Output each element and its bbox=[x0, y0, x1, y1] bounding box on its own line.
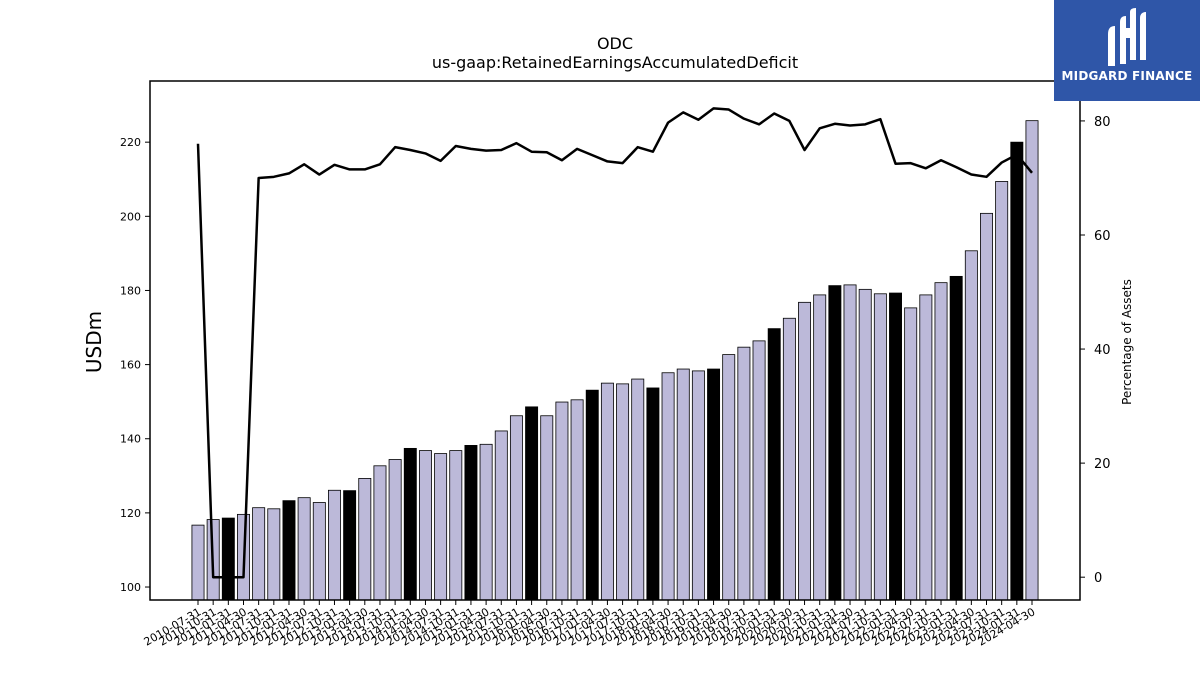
bar bbox=[843, 284, 857, 601]
bar bbox=[737, 346, 751, 601]
bar bbox=[873, 293, 887, 601]
bar bbox=[343, 490, 357, 601]
bar bbox=[525, 406, 539, 601]
bar bbox=[221, 517, 235, 601]
midgard-m-logo-icon bbox=[1108, 8, 1146, 66]
y-tick-label: 160 bbox=[120, 359, 141, 372]
y2-tick-label: 20 bbox=[1094, 457, 1111, 472]
bar bbox=[297, 497, 311, 601]
bar bbox=[767, 328, 781, 601]
bar bbox=[782, 317, 796, 601]
bar bbox=[904, 307, 918, 601]
bar bbox=[540, 415, 554, 601]
bar bbox=[798, 301, 812, 601]
bar bbox=[722, 354, 736, 601]
logo-text: MIDGARD FINANCE bbox=[1061, 69, 1193, 83]
bar bbox=[403, 447, 417, 601]
bar bbox=[661, 372, 675, 601]
bar bbox=[707, 368, 721, 601]
bar bbox=[509, 415, 523, 601]
bar bbox=[555, 401, 569, 601]
bar bbox=[570, 399, 584, 601]
y-tick-label: 120 bbox=[120, 507, 141, 520]
bar bbox=[964, 250, 978, 601]
bar bbox=[434, 453, 448, 601]
bar bbox=[1025, 120, 1039, 601]
bar bbox=[388, 459, 402, 601]
percentage-line-series bbox=[196, 107, 1033, 579]
bar bbox=[949, 275, 963, 601]
chart-subtitle: us-gaap:RetainedEarningsAccumulatedDefic… bbox=[432, 53, 798, 72]
y-tick-label: 180 bbox=[120, 284, 141, 297]
bar bbox=[631, 378, 645, 601]
bar bbox=[752, 340, 766, 601]
bar bbox=[934, 282, 948, 601]
y2-tick-label: 40 bbox=[1094, 343, 1111, 358]
bar bbox=[312, 502, 326, 601]
y-axis-ticks: 100 120 140 160 180 200 220 bbox=[120, 136, 150, 594]
y-tick-label: 100 bbox=[120, 581, 141, 594]
bar bbox=[494, 430, 508, 601]
bar bbox=[282, 500, 296, 601]
percentage-line bbox=[196, 107, 1033, 579]
bar bbox=[267, 508, 281, 601]
bar bbox=[858, 288, 872, 601]
bar bbox=[358, 478, 372, 601]
y2-tick-label: 60 bbox=[1094, 229, 1111, 244]
bar bbox=[995, 181, 1009, 601]
bar bbox=[191, 524, 205, 601]
y2-axis-ticks: 0 20 40 60 80 bbox=[1080, 115, 1111, 586]
bar bbox=[676, 368, 690, 601]
bar bbox=[646, 387, 660, 601]
chart-title: ODC bbox=[597, 34, 633, 53]
bar bbox=[980, 212, 993, 601]
bar bbox=[585, 389, 599, 601]
bar bbox=[373, 465, 387, 601]
y2-axis-label: Percentage of Assets bbox=[1120, 279, 1134, 405]
bar bbox=[464, 445, 478, 601]
y2-tick-label: 0 bbox=[1094, 571, 1102, 586]
y-tick-label: 140 bbox=[120, 433, 141, 446]
bar bbox=[616, 383, 630, 601]
bar bbox=[328, 489, 341, 601]
bar bbox=[449, 450, 463, 601]
bar bbox=[252, 507, 266, 601]
x-axis-ticks: 2010-07-312010-10-312011-01-312011-04-30… bbox=[142, 600, 1038, 649]
bar bbox=[828, 285, 842, 601]
bar bbox=[600, 382, 614, 601]
midgard-finance-logo: MIDGARD FINANCE bbox=[1054, 0, 1200, 101]
bar bbox=[691, 370, 705, 601]
bar bbox=[919, 294, 933, 601]
bar bbox=[479, 443, 493, 601]
y2-tick-label: 80 bbox=[1094, 115, 1111, 130]
bar-series bbox=[191, 120, 1039, 601]
y-tick-label: 200 bbox=[120, 210, 141, 223]
bar bbox=[1010, 141, 1024, 601]
bar bbox=[889, 292, 902, 601]
plot-frame bbox=[149, 80, 1081, 601]
bar bbox=[813, 294, 827, 601]
y-axis-label: USDm bbox=[82, 311, 106, 373]
y-tick-label: 220 bbox=[120, 136, 141, 149]
bar bbox=[418, 450, 432, 601]
